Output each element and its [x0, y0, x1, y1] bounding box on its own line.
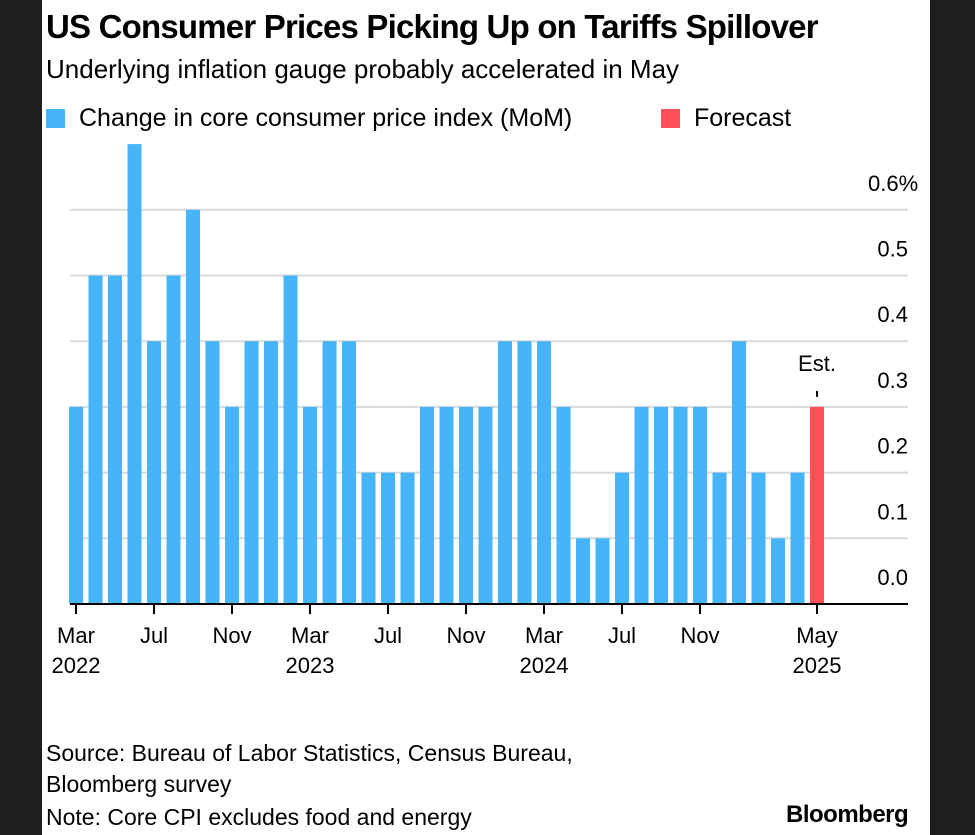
- chart-subtitle: Underlying inflation gauge probably acce…: [46, 54, 680, 84]
- x-tick-month: Mar: [291, 623, 329, 648]
- forecast-bar: [810, 406, 824, 604]
- bar: [381, 472, 395, 604]
- bar: [478, 406, 493, 604]
- bar: [361, 472, 376, 604]
- bar: [556, 406, 571, 604]
- x-tick-year: 2022: [52, 653, 101, 678]
- x-tick-month: Mar: [57, 623, 95, 648]
- y-tick-label: 0.2: [877, 434, 908, 459]
- bar: [751, 472, 766, 604]
- bar-chart: 0.0 0.1 0.2 0.3 0.4 0.5 0.6% Mar 2022 Jul Nov Mar 20…: [52, 144, 918, 678]
- bar: [127, 144, 142, 604]
- bar: [595, 538, 610, 604]
- bar: [225, 406, 239, 604]
- y-tick-label: 0.1: [877, 499, 908, 524]
- bar: [498, 341, 512, 604]
- x-tick-month: May: [796, 623, 838, 648]
- x-tick-month: Jul: [608, 623, 636, 648]
- legend-item-forecast: Forecast: [661, 104, 791, 133]
- x-tick-month: Nov: [446, 623, 485, 648]
- bar: [459, 406, 473, 604]
- bar: [771, 538, 785, 604]
- bar: [517, 341, 532, 604]
- bar: [264, 341, 278, 604]
- x-tick-month: Jul: [374, 623, 402, 648]
- bar: [693, 406, 707, 604]
- bar: [244, 341, 259, 604]
- y-tick-label: 0.0: [877, 565, 908, 590]
- x-tick-year: 2023: [286, 653, 335, 678]
- x-tick-month: Jul: [140, 623, 168, 648]
- annotation-est: Est.: [798, 351, 836, 376]
- bar: [283, 275, 298, 604]
- bar: [420, 406, 434, 604]
- legend-label: Forecast: [694, 104, 792, 132]
- bar: [108, 275, 122, 604]
- legend-swatch-blue: [46, 109, 65, 128]
- bar: [322, 341, 337, 604]
- x-tick-month: Nov: [680, 623, 719, 648]
- bar: [186, 209, 200, 605]
- legend-swatch-red: [661, 109, 680, 128]
- bar: [732, 341, 746, 604]
- bar: [147, 341, 161, 604]
- bar: [634, 406, 649, 604]
- chart-title: US Consumer Prices Picking Up on Tariffs…: [46, 8, 819, 45]
- bar: [400, 472, 415, 604]
- bar: [537, 341, 551, 604]
- x-tick-month: Nov: [212, 623, 251, 648]
- y-tick-label: 0.6%: [868, 171, 918, 196]
- bar: [615, 472, 629, 604]
- x-tick-year: 2025: [793, 653, 842, 678]
- source-line-2: Bloomberg survey: [46, 771, 232, 797]
- y-tick-label: 0.4: [877, 302, 908, 327]
- bar: [439, 406, 454, 604]
- bar: [88, 275, 103, 604]
- bar: [69, 406, 83, 604]
- x-tick-month: Mar: [525, 623, 563, 648]
- bloomberg-logo: Bloomberg: [786, 801, 909, 828]
- y-tick-label: 0.3: [877, 368, 908, 393]
- legend-item-core-cpi: Change in core consumer price index (MoM…: [46, 104, 572, 133]
- bar: [205, 341, 220, 604]
- note: Note: Core CPI excludes food and energy: [46, 804, 472, 830]
- bar: [303, 406, 317, 604]
- bar: [790, 472, 805, 604]
- y-tick-label: 0.5: [877, 237, 908, 262]
- legend-label: Change in core consumer price index (MoM…: [79, 104, 573, 132]
- source-line-1: Source: Bureau of Labor Statistics, Cens…: [46, 740, 573, 766]
- bar: [342, 341, 356, 604]
- bar: [166, 275, 181, 604]
- bar: [673, 406, 688, 604]
- bar: [712, 472, 727, 604]
- bar: [654, 406, 668, 604]
- x-tick-year: 2024: [520, 653, 569, 678]
- bar: [576, 538, 590, 604]
